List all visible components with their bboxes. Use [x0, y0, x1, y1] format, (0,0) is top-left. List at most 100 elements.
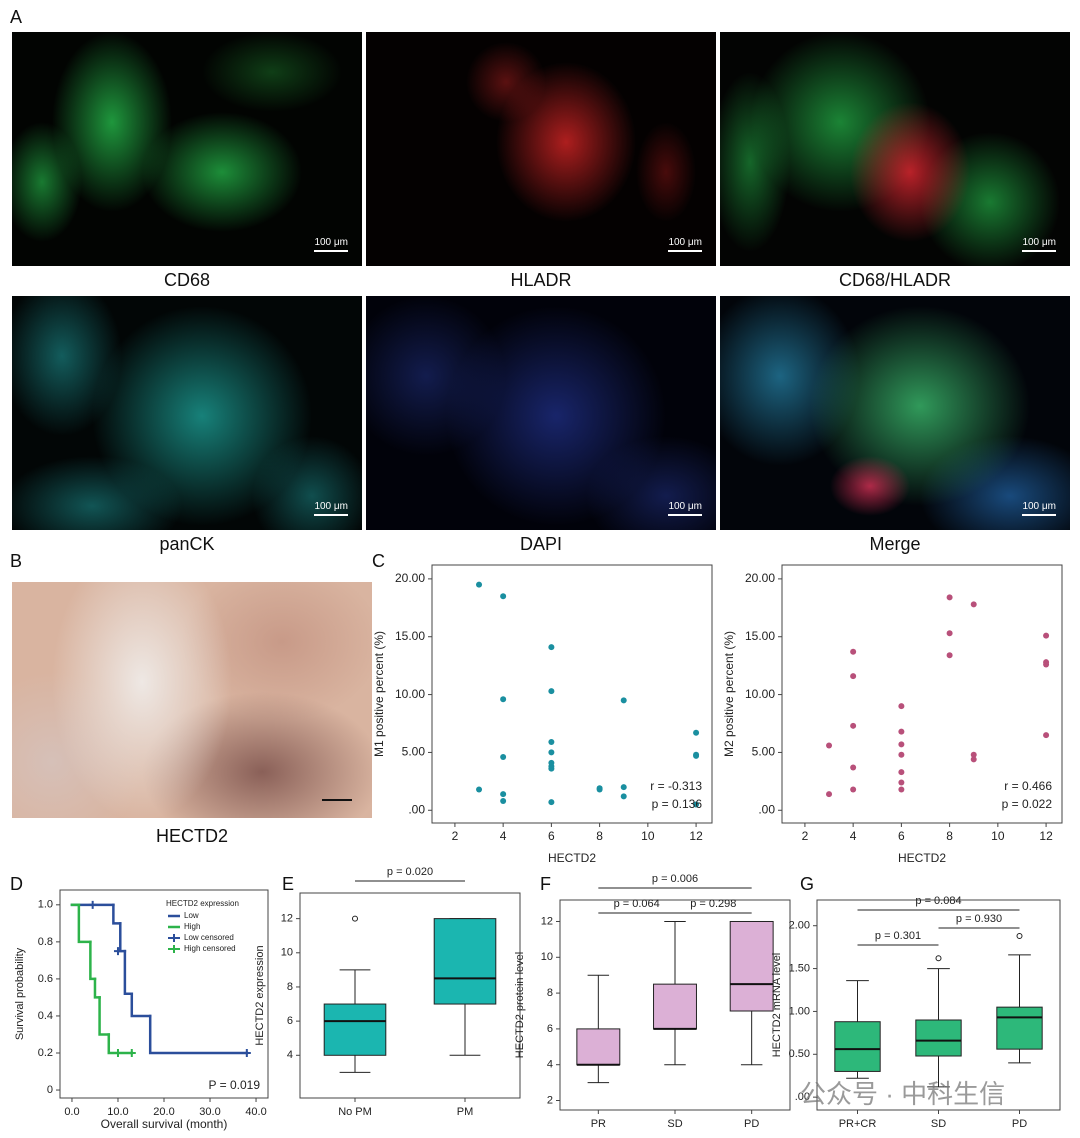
scatter-point	[500, 798, 507, 805]
y-tick-label: 0.8	[38, 936, 53, 948]
p-value: p = 0.084	[915, 895, 961, 907]
y-axis-label: HECTD2 protein level	[514, 952, 526, 1058]
scatter-point	[826, 742, 833, 749]
annotation: p = 0.136	[652, 797, 703, 811]
scale-bar-label: 100 μm	[1022, 237, 1056, 248]
y-tick-label: 10.00	[395, 687, 425, 701]
scale-bar: 100 μm	[668, 501, 702, 516]
censor-mark	[242, 1048, 251, 1057]
scale-bar: 100 μm	[314, 501, 348, 516]
survival-step	[77, 903, 92, 944]
scatter-point	[620, 697, 627, 704]
scatter-point	[898, 769, 905, 776]
x-tick-label: 4	[500, 829, 507, 843]
legend-label: High censored	[184, 944, 236, 953]
x-tick-label: 4	[850, 829, 857, 843]
scale-bar-line	[668, 250, 702, 252]
scatter-point	[500, 754, 507, 761]
x-tick-label: 40.0	[245, 1106, 266, 1118]
y-tick-label: 1.0	[38, 899, 53, 911]
p-value: p = 0.006	[652, 873, 698, 885]
x-tick-label: 12	[689, 829, 703, 843]
panel-label: F	[540, 874, 551, 894]
outlier	[1016, 933, 1023, 939]
fluorescence-image: 100 μm	[720, 32, 1070, 266]
scale-bar: 100 μm	[1022, 237, 1056, 252]
box	[433, 918, 497, 1005]
scale-bar-label: 100 μm	[668, 501, 702, 512]
plot-frame	[59, 889, 269, 1099]
panel-label: E	[282, 874, 294, 894]
y-tick-label: 20.00	[745, 571, 775, 585]
y-tick-label: 8	[287, 981, 293, 993]
y-tick-label: 1.00	[789, 1005, 810, 1017]
y-tick-label: 10	[281, 947, 293, 959]
scatter-point	[620, 784, 627, 791]
y-tick-label: 2.00	[789, 920, 810, 932]
scale-bar-line	[314, 250, 348, 252]
x-tick-label: 0.0	[64, 1106, 79, 1118]
scatter-point	[970, 756, 977, 763]
scatter-point	[500, 593, 507, 600]
y-tick-label: 15.00	[395, 629, 425, 643]
censor-mark	[127, 1048, 136, 1057]
y-tick-label: 4	[547, 1059, 553, 1071]
censor-mark	[88, 900, 97, 909]
y-tick-label: .00	[795, 1091, 810, 1103]
plot-frame	[431, 564, 713, 824]
x-tick-label: 6	[548, 829, 555, 843]
scatter-point	[970, 601, 977, 608]
fluorescence-image: 100 μm	[720, 296, 1070, 530]
panel-label: C	[372, 551, 385, 571]
scale-bar: 100 μm	[1022, 501, 1056, 516]
image-caption: CD68	[163, 270, 211, 290]
y-tick-label: 0.4	[38, 1010, 53, 1022]
y-tick-label: .00	[758, 802, 775, 816]
scatter-point	[500, 791, 507, 798]
legend-label: High	[184, 922, 200, 931]
box	[729, 920, 774, 1012]
x-tick-label: 6	[898, 829, 905, 843]
fluorescence-image: 100 μm	[12, 32, 362, 266]
image-caption: HECTD2	[155, 826, 228, 846]
panel-label: G	[800, 874, 814, 894]
image-caption: HLADR	[510, 270, 572, 290]
y-tick-label: 5.00	[752, 745, 776, 759]
y-tick-label: 0.2	[38, 1047, 53, 1059]
x-tick-label: PD	[1012, 1118, 1027, 1130]
scatter-point	[826, 791, 833, 798]
x-tick-label: SD	[931, 1118, 946, 1130]
legend-swatch	[168, 945, 180, 953]
scatter-point	[898, 751, 905, 758]
x-tick-label: PR	[591, 1118, 606, 1130]
y-tick-label: 12	[541, 915, 553, 927]
x-tick-label: SD	[667, 1118, 682, 1130]
plot-frame	[299, 892, 521, 1099]
legend-title: HECTD2 expression	[166, 899, 239, 908]
scatter-point	[620, 793, 627, 800]
p-value: p = 0.301	[875, 930, 921, 942]
survival-step	[89, 940, 97, 981]
x-axis-label: HECTD2	[548, 851, 596, 865]
outlier	[352, 915, 358, 922]
x-tick-label: 12	[1039, 829, 1053, 843]
box	[915, 1019, 962, 1057]
scatter-point	[850, 764, 857, 771]
scatter-point	[946, 652, 953, 659]
y-tick-label: .00	[408, 802, 425, 816]
y-tick-label: 8	[547, 987, 553, 999]
x-tick-label: 8	[946, 829, 953, 843]
annotation: p = 0.022	[1002, 797, 1053, 811]
scatter-point	[596, 786, 603, 793]
scatter-point	[548, 765, 555, 772]
panel-label: D	[10, 874, 23, 894]
y-axis-label: HECTD2 expression	[254, 945, 266, 1045]
y-axis-label: M2 positive percent (%)	[722, 631, 736, 757]
scatter-point	[548, 688, 555, 695]
censor-mark	[113, 947, 122, 956]
survival-step	[119, 922, 127, 953]
scale-bar-label: 100 μm	[1022, 501, 1056, 512]
image-caption: Merge	[869, 534, 921, 554]
